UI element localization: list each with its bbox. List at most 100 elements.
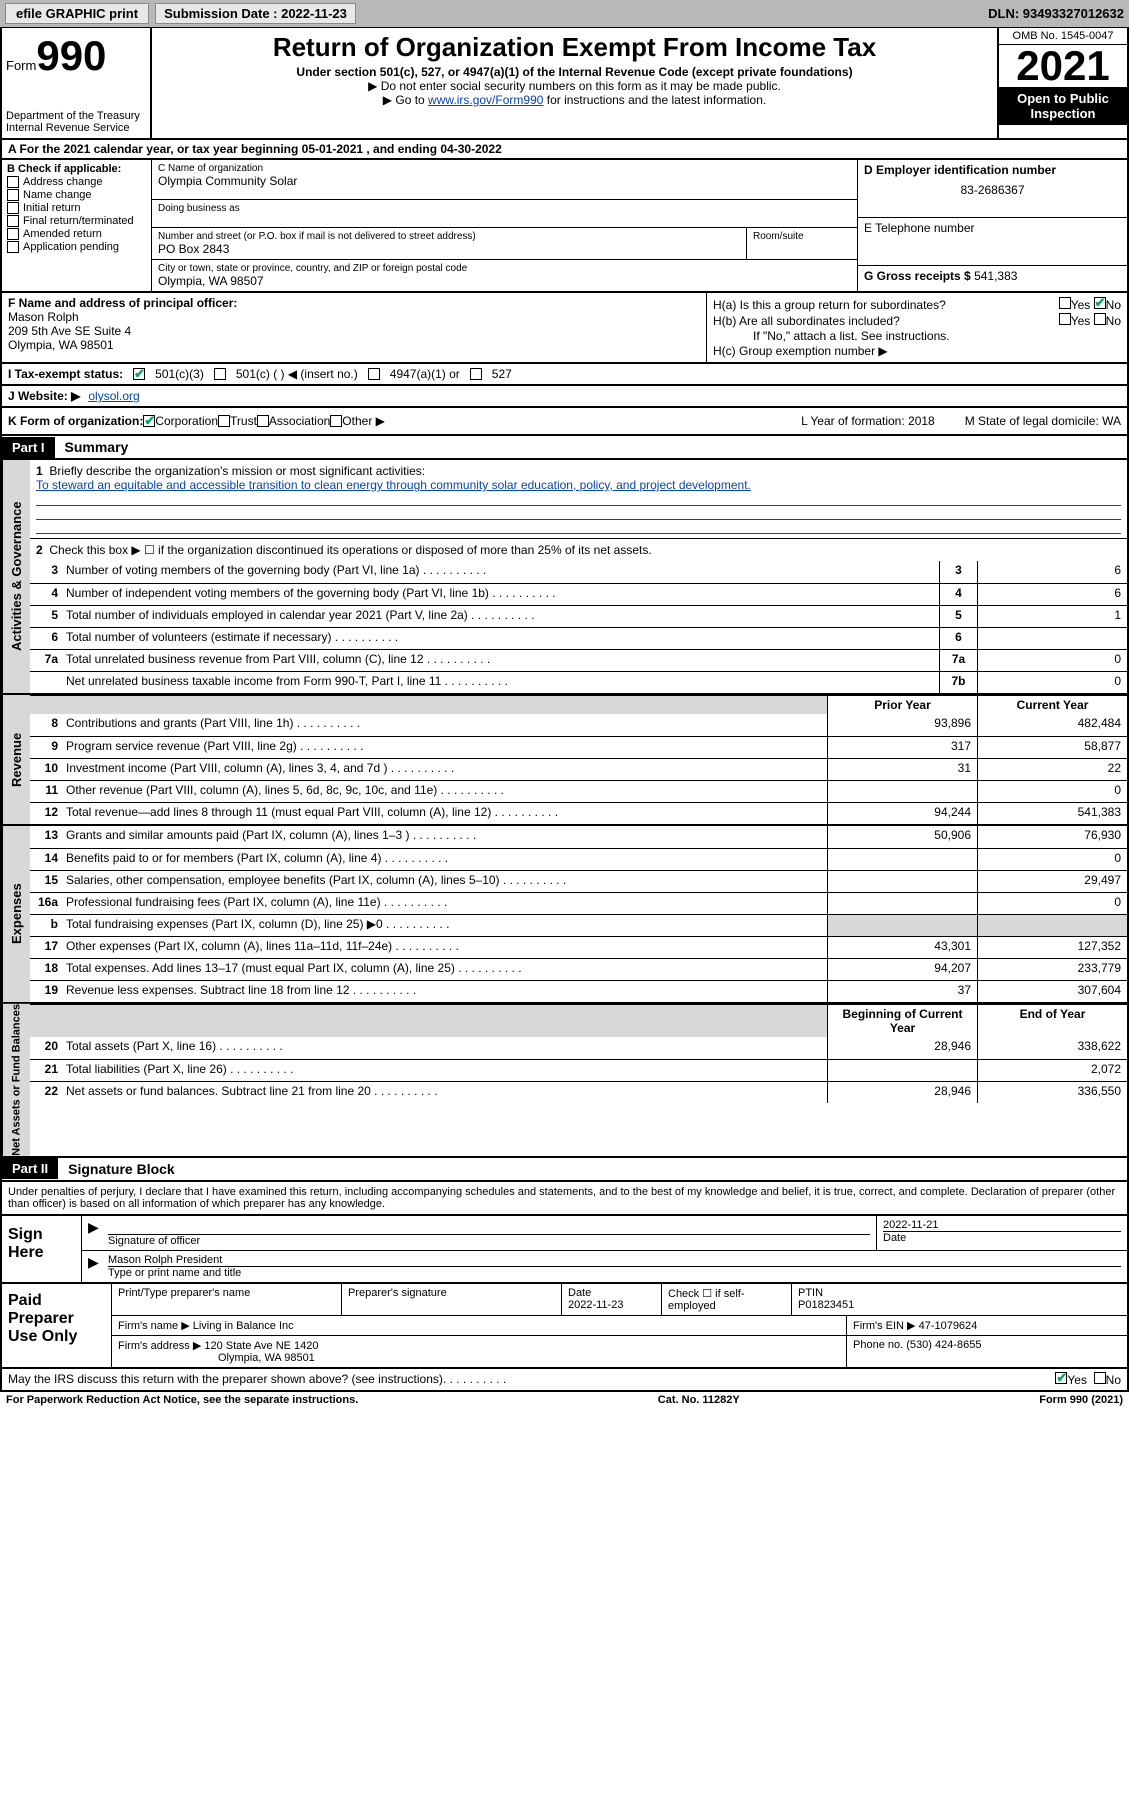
ha-label: H(a) Is this a group return for subordin… xyxy=(713,298,946,312)
ag-line: 3 Number of voting members of the govern… xyxy=(30,561,1127,583)
cat-no: Cat. No. 11282Y xyxy=(658,1394,740,1406)
form-ref: Form 990 (2021) xyxy=(1039,1394,1123,1406)
sig-date: 2022-11-21 xyxy=(883,1219,1121,1231)
hb-note: If "No," attach a list. See instructions… xyxy=(713,329,1121,343)
phone-label: Phone no. xyxy=(853,1339,903,1351)
header-right: OMB No. 1545-0047 2021 Open to Public In… xyxy=(997,28,1127,138)
irs-link[interactable]: www.irs.gov/Form990 xyxy=(428,93,543,107)
ptin-value: P01823451 xyxy=(798,1299,854,1311)
prep-date: 2022-11-23 xyxy=(568,1299,623,1311)
discuss-yes[interactable] xyxy=(1055,1372,1067,1384)
ag-line: 6 Total number of volunteers (estimate i… xyxy=(30,627,1127,649)
sig-officer-label: Signature of officer xyxy=(108,1235,200,1247)
sign-here-label: Sign Here xyxy=(2,1216,82,1282)
prep-sig-label: Preparer's signature xyxy=(342,1284,562,1315)
line1-label: Briefly describe the organization's miss… xyxy=(49,464,425,478)
ha-yes[interactable] xyxy=(1059,297,1071,309)
fin-line: 16a Professional fundraising fees (Part … xyxy=(30,892,1127,914)
chk-assoc[interactable] xyxy=(257,415,269,427)
fin-line: 17 Other expenses (Part IX, column (A), … xyxy=(30,936,1127,958)
top-bar: efile GRAPHIC print Submission Date : 20… xyxy=(0,0,1129,27)
col-f: F Name and address of principal officer:… xyxy=(2,293,707,362)
form-label: Form xyxy=(6,58,36,73)
chk-final-return[interactable] xyxy=(7,215,19,227)
phone-value: (530) 424-8655 xyxy=(906,1339,981,1351)
end-year-hdr: End of Year xyxy=(977,1005,1127,1037)
hc-label: H(c) Group exemption number ▶ xyxy=(713,344,1121,358)
website-link[interactable]: olysol.org xyxy=(88,389,139,403)
discuss-label: May the IRS discuss this return with the… xyxy=(8,1372,443,1387)
ag-line: 7a Total unrelated business revenue from… xyxy=(30,649,1127,671)
arrow-icon: ▶ xyxy=(88,1219,99,1235)
ha-no[interactable] xyxy=(1094,297,1106,309)
net-assets-block: Net Assets or Fund Balances Beginning of… xyxy=(0,1004,1129,1158)
chk-4947[interactable] xyxy=(368,368,380,380)
firm-ein-label: Firm's EIN ▶ xyxy=(853,1320,916,1332)
form-number: 990 xyxy=(36,32,106,79)
chk-527[interactable] xyxy=(470,368,482,380)
fin-line: 8 Contributions and grants (Part VIII, l… xyxy=(30,714,1127,736)
paid-preparer-label: Paid Preparer Use Only xyxy=(2,1284,112,1367)
sign-here-table: Sign Here ▶ Signature of officer 2022-11… xyxy=(0,1216,1129,1284)
mission-text: To steward an equitable and accessible t… xyxy=(36,478,751,492)
ag-line: 5 Total number of individuals employed i… xyxy=(30,605,1127,627)
m-state: M State of legal domicile: WA xyxy=(965,414,1121,428)
g-label: G Gross receipts $ xyxy=(864,269,971,283)
dept-treasury: Department of the Treasury xyxy=(6,110,146,122)
form-header: Form990 Department of the Treasury Inter… xyxy=(0,27,1129,140)
footer-line: For Paperwork Reduction Act Notice, see … xyxy=(0,1392,1129,1408)
fin-line: b Total fundraising expenses (Part IX, c… xyxy=(30,914,1127,936)
firm-addr-label: Firm's address ▶ xyxy=(118,1340,201,1352)
activities-governance-block: Activities & Governance 1 Briefly descri… xyxy=(0,460,1129,695)
col-c: C Name of organization Olympia Community… xyxy=(152,160,857,291)
note-link: ▶ Go to www.irs.gov/Form990 for instruct… xyxy=(160,93,989,107)
chk-address-change[interactable] xyxy=(7,176,19,188)
chk-501c3[interactable] xyxy=(133,368,145,380)
fin-line: 22 Net assets or fund balances. Subtract… xyxy=(30,1081,1127,1103)
officer-name: Mason Rolph xyxy=(8,310,700,324)
firm-name: Living in Balance Inc xyxy=(193,1320,294,1332)
chk-name-change[interactable] xyxy=(7,189,19,201)
chk-501c[interactable] xyxy=(214,368,226,380)
hb-no[interactable] xyxy=(1094,313,1106,325)
street-value: PO Box 2843 xyxy=(158,242,740,256)
paperwork-notice: For Paperwork Reduction Act Notice, see … xyxy=(6,1394,358,1406)
chk-initial-return[interactable] xyxy=(7,202,19,214)
dba-label: Doing business as xyxy=(158,203,851,214)
ein-value: 83-2686367 xyxy=(864,183,1121,197)
row-k: K Form of organization: Corporation Trus… xyxy=(0,408,1129,436)
form-subtitle: Under section 501(c), 527, or 4947(a)(1)… xyxy=(160,65,989,79)
tax-year: 2021 xyxy=(999,45,1127,87)
room-label: Room/suite xyxy=(753,231,851,242)
chk-app-pending[interactable] xyxy=(7,241,19,253)
current-year-hdr: Current Year xyxy=(977,696,1127,714)
header-center: Return of Organization Exempt From Incom… xyxy=(152,28,997,138)
line2-text: Check this box ▶ ☐ if the organization d… xyxy=(49,543,651,557)
efile-print-button[interactable]: efile GRAPHIC print xyxy=(5,3,149,24)
fin-line: 18 Total expenses. Add lines 13–17 (must… xyxy=(30,958,1127,980)
city-value: Olympia, WA 98507 xyxy=(158,274,851,288)
firm-addr2: Olympia, WA 98501 xyxy=(218,1352,315,1364)
col-h: H(a) Is this a group return for subordin… xyxy=(707,293,1127,362)
chk-corp[interactable] xyxy=(143,415,155,427)
open-to-public: Open to Public Inspection xyxy=(999,87,1127,125)
fin-line: 21 Total liabilities (Part X, line 26) 2… xyxy=(30,1059,1127,1081)
name-title-label: Type or print name and title xyxy=(108,1267,241,1279)
city-label: City or town, state or province, country… xyxy=(158,263,851,274)
f-label: F Name and address of principal officer: xyxy=(8,296,700,310)
hb-yes[interactable] xyxy=(1059,313,1071,325)
firm-name-label: Firm's name ▶ xyxy=(118,1320,190,1332)
irs-label: Internal Revenue Service xyxy=(6,122,146,134)
discuss-no[interactable] xyxy=(1094,1372,1106,1384)
fin-line: 15 Salaries, other compensation, employe… xyxy=(30,870,1127,892)
side-expenses: Expenses xyxy=(2,826,30,1002)
row-a-tax-year: A For the 2021 calendar year, or tax yea… xyxy=(0,140,1129,160)
fin-line: 11 Other revenue (Part VIII, column (A),… xyxy=(30,780,1127,802)
fin-line: 19 Revenue less expenses. Subtract line … xyxy=(30,980,1127,1002)
fin-line: 9 Program service revenue (Part VIII, li… xyxy=(30,736,1127,758)
chk-other[interactable] xyxy=(330,415,342,427)
chk-amended[interactable] xyxy=(7,228,19,240)
chk-trust[interactable] xyxy=(218,415,230,427)
street-label: Number and street (or P.O. box if mail i… xyxy=(158,231,740,242)
dln: DLN: 93493327012632 xyxy=(988,6,1124,21)
